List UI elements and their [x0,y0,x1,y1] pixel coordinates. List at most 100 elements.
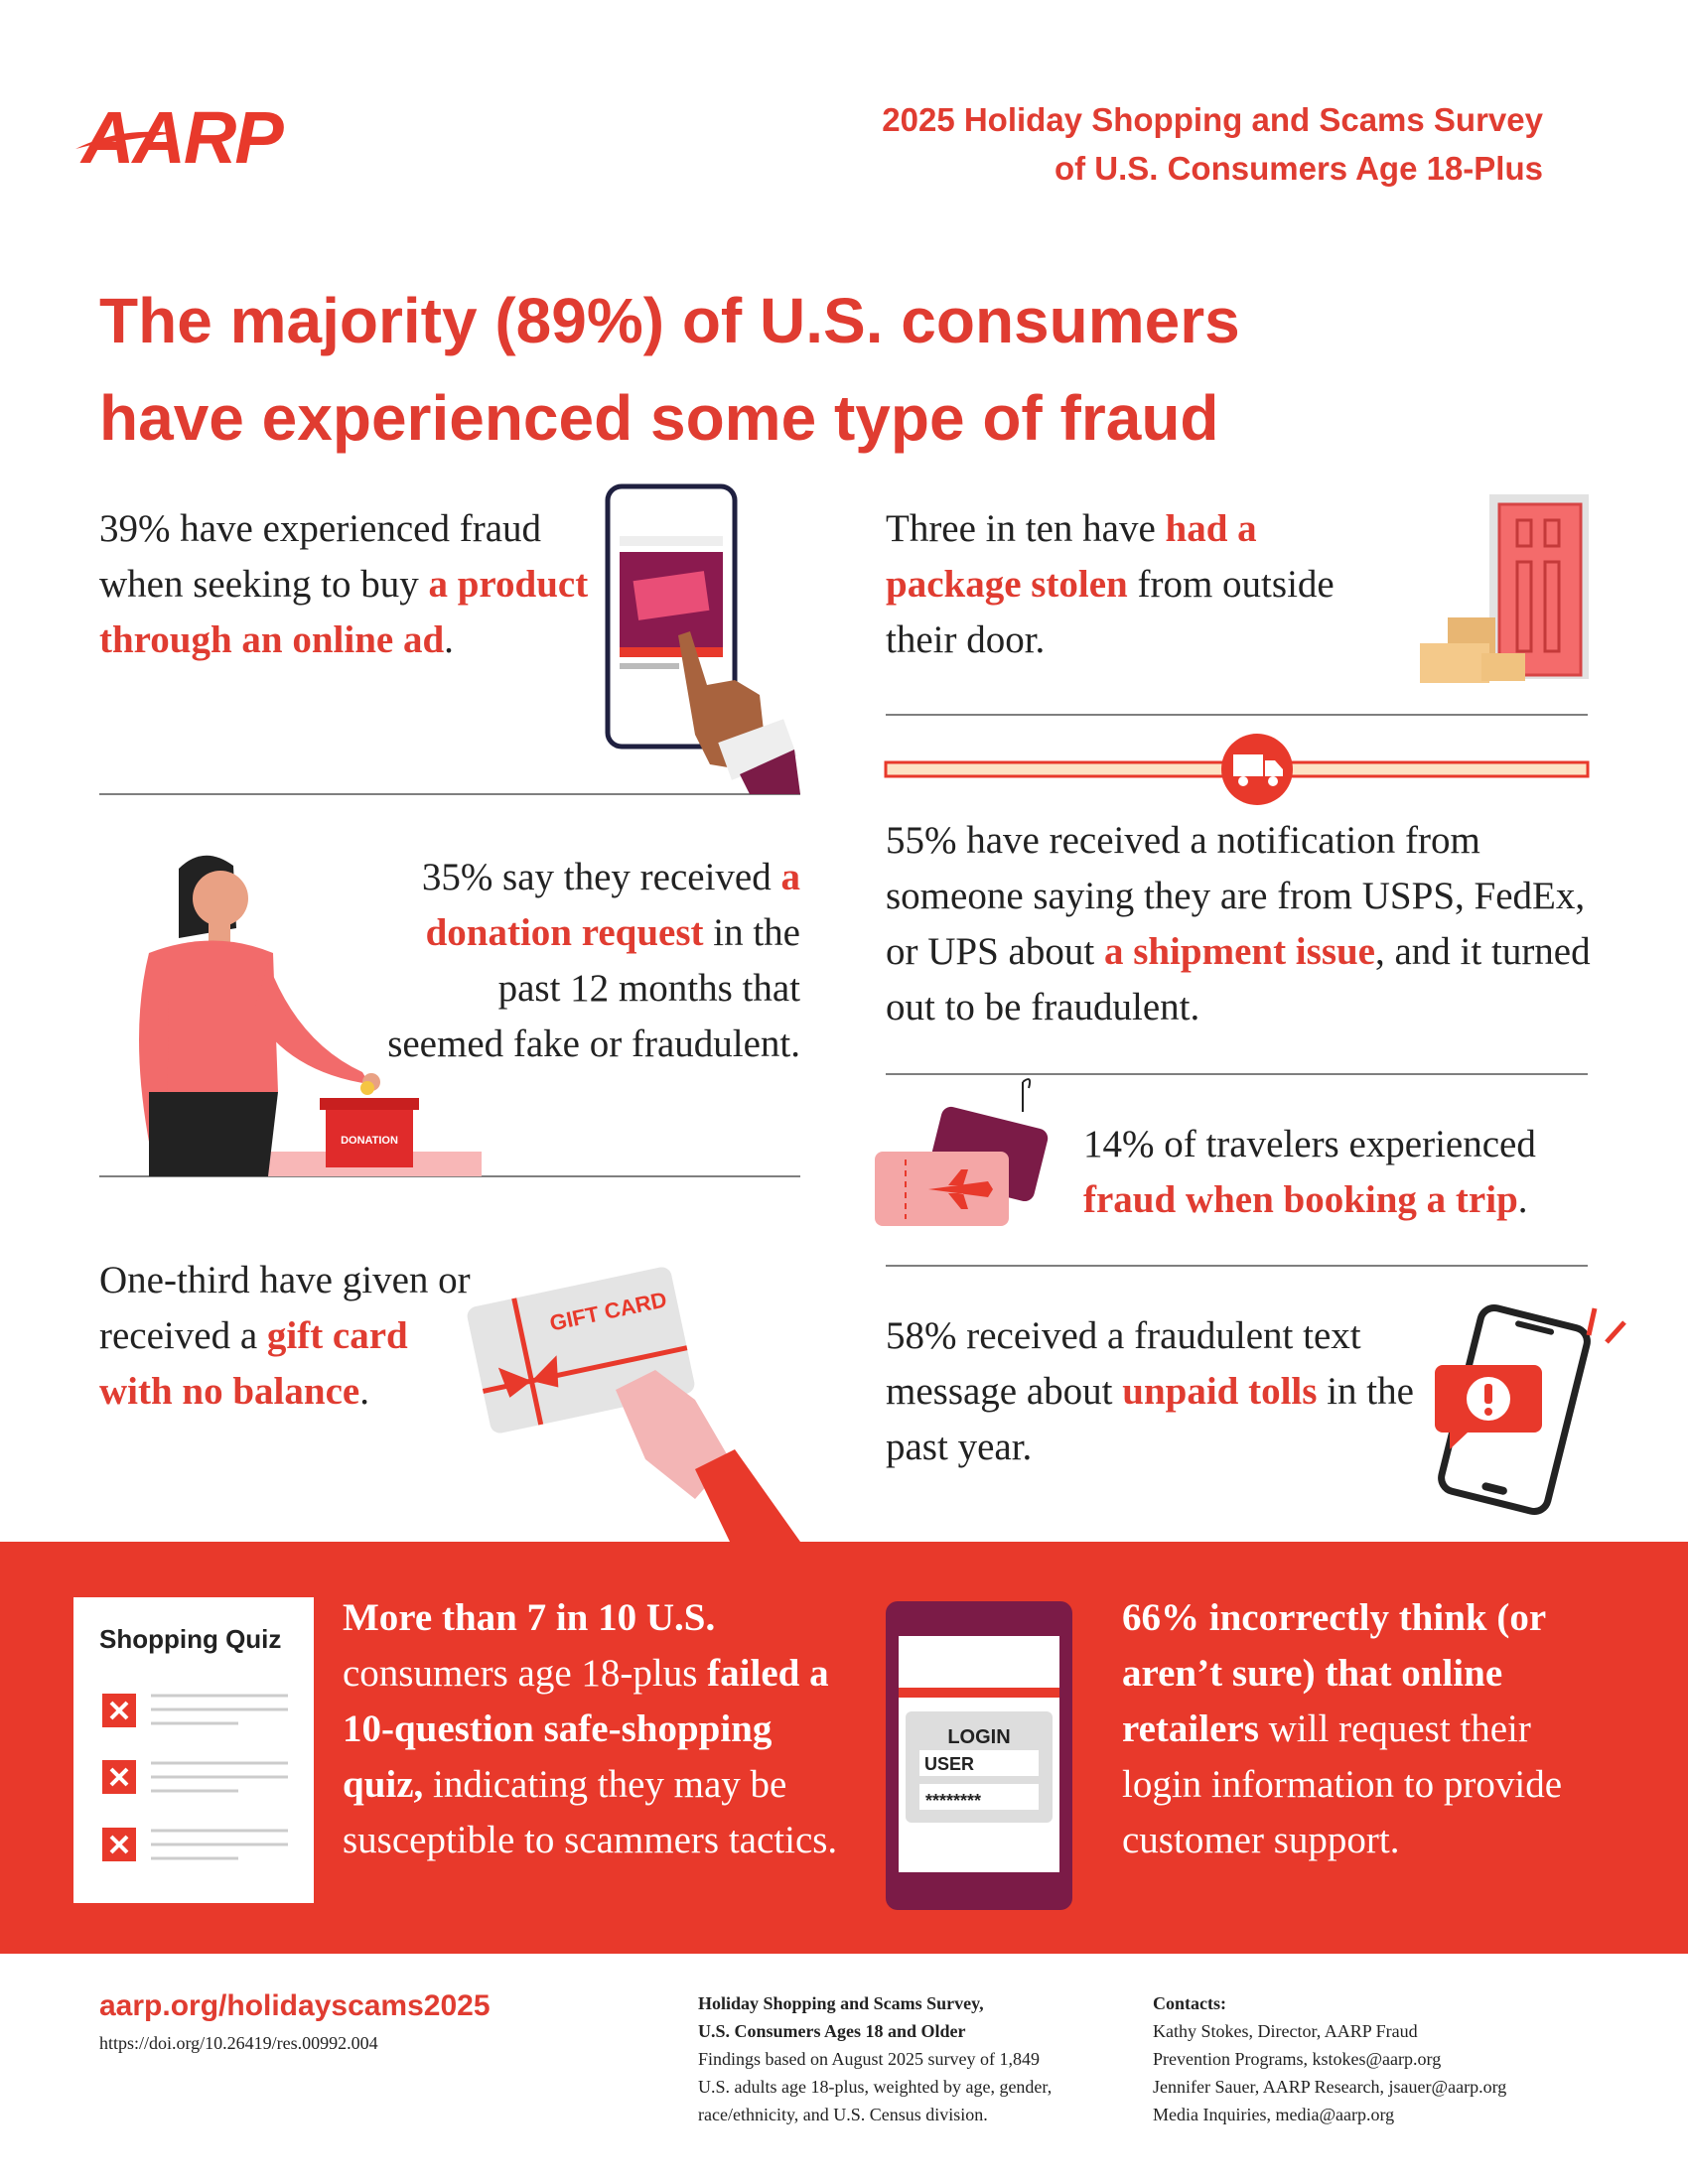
stat: 55% have received a notification from so… [886,813,1611,1035]
text-line: Prevention Programs, kstokes@aarp.org [1153,2049,1442,2069]
text-line: Media Inquiries, media@aarp.org [1153,2105,1395,2124]
contacts: Contacts: Kathy Stokes, Director, AARP F… [1153,1989,1506,2128]
footer-url: aarp.org/holidayscams2025 [99,1989,491,2022]
phone-ad-illustration-part [633,571,710,620]
text-line: Kathy Stokes, Director, AARP Fraud [1153,2021,1418,2041]
stat: 39% have experienced fraud when seeking … [99,501,596,668]
text-line: U.S. Consumers Ages 18 and Older [698,2021,966,2041]
band-stat: More than 7 in 10 U.S. consumers age 18-… [343,1590,839,1868]
door-illustration-part [1515,518,1533,548]
body-text: indicating they may be susceptible to sc… [343,1763,838,1861]
body-text: 55% have received a notification from so… [886,819,1586,973]
gift-card-illustration: GIFT CARD [467,1267,800,1542]
alert-phone-illustration-part [1484,1408,1492,1416]
body-text: . [444,618,454,661]
emphasis-text: unpaid tolls [1122,1370,1318,1413]
donation-illustration-part [253,963,369,1084]
gift-card-illustration-part-part [497,1355,559,1398]
quiz-illustration-part [151,1694,288,1860]
door-illustration [1420,494,1589,683]
donation-illustration-part [149,940,278,1092]
donation-illustration-part [193,871,248,926]
body-text: consumers age 18-plus [343,1652,698,1695]
donation-illustration-part [360,1081,374,1095]
ticket-illustration-part [928,1169,993,1209]
text-line: Findings based on August 2025 survey of … [698,2049,1040,2069]
headline: The majority (89%) of U.S. consumers have… [99,272,1240,467]
body-text: 39% have experienced fraud when seeking … [99,507,542,606]
text-line: Jennifer Sauer, AARP Research, jsauer@aa… [1153,2077,1507,2097]
quiz-title: Shopping Quiz [99,1624,281,1654]
quiz-illustration-part-part [109,1835,129,1854]
alert-phone-illustration-part-part [1481,1482,1507,1495]
quiz-illustration: Shopping Quiz [73,1597,314,1903]
emphasis-text: gift card with no balance [99,1314,408,1413]
body-text: , and it turned out to be fraudulent. [886,930,1591,1028]
truck-bar-part [1268,776,1278,786]
phone-ad-illustration-part [740,750,800,794]
donation-label: DONATION [341,1135,398,1147]
survey-info-details: Findings based on August 2025 survey of … [698,2045,1052,2128]
alert-phone-illustration [1435,1303,1626,1516]
login-password: ******** [925,1791,981,1811]
contacts-lines: Kathy Stokes, Director, AARP Fraud Preven… [1153,2017,1506,2128]
donation-illustration: DONATION [139,855,482,1176]
body-text: in the past year. [886,1370,1414,1468]
ticket-illustration [875,1078,1049,1226]
truck-bar-part [1265,760,1283,776]
stat: 35% say they received a donation request… [387,850,800,1072]
body-text: 14% of travelers experienced [1083,1123,1536,1165]
alert-phone-illustration-part [1605,1320,1626,1344]
login-illustration-part [919,1784,1039,1810]
login-illustration-part [919,1750,1039,1776]
text-line: race/ethnicity, and U.S. Census division… [698,2105,988,2124]
gift-card-illustration-part-part [511,1297,544,1426]
logo: AARP [81,96,284,179]
text-line: The majority (89%) of U.S. consumers [99,285,1240,356]
door-illustration-part [1543,518,1561,548]
login-title: LOGIN [947,1726,1010,1748]
emphasis-text: a shipment issue [1103,930,1375,973]
donation-illustration-part [326,1104,413,1167]
text-line: 2025 Holiday Shopping and Scams Survey [882,101,1543,138]
gift-card-illustration-part [695,1449,800,1542]
phone-ad-illustration-part [620,647,723,657]
phone-ad-illustration [605,483,800,794]
footer-doi: https://doi.org/10.26419/res.00992.004 [99,2033,378,2053]
alert-phone-illustration-part [1586,1307,1598,1336]
text-line: Holiday Shopping and Scams Survey, [698,1993,984,2013]
quiz-illustration-part [109,1701,129,1854]
emphasis-text: failed a 10-question safe-shopping quiz, [343,1652,829,1806]
body-text: 58% received a fraudulent text message a… [886,1314,1361,1413]
phone-ad-illustration-part [620,663,679,669]
text-line: have experienced some type of fraud [99,382,1219,454]
emphasis-text: fraud when booking a trip [1083,1178,1518,1221]
body-text: . [359,1370,369,1413]
truck-bar-part [1233,754,1263,776]
stat: 14% of travelers experienced fraud when … [1083,1117,1619,1228]
door-illustration-part [1420,643,1489,683]
alert-phone-illustration-part-part [1515,1320,1555,1335]
donation-illustration-part [209,918,230,943]
login-illustration: LOGIN USER ******** [886,1601,1072,1910]
body-text: . [1517,1178,1528,1221]
truck-bar-part [1238,776,1248,786]
phone-ad-illustration-part [620,536,723,546]
quiz-illustration-part-part [109,1701,129,1720]
logo-swoosh [75,131,174,149]
phone-ad-illustration-part [718,719,797,780]
login-illustration-part [899,1688,1059,1698]
survey-info: Holiday Shopping and Scams Survey, U.S. C… [698,1989,1052,2128]
stat: One-third have given or received a gift … [99,1253,477,1420]
alert-phone-illustration-part [1484,1384,1492,1404]
survey-info-title: Holiday Shopping and Scams Survey, U.S. C… [698,1989,1052,2045]
body-text: Three in ten have [886,507,1156,550]
band-stat: 66% incorrectly think (or aren’t sure) t… [1122,1590,1589,1868]
body-text: One-third have given or received a [99,1259,471,1357]
ticket-illustration-part [1022,1078,1032,1089]
login-user: USER [924,1754,974,1774]
emphasis-text: a donation request [425,856,800,954]
